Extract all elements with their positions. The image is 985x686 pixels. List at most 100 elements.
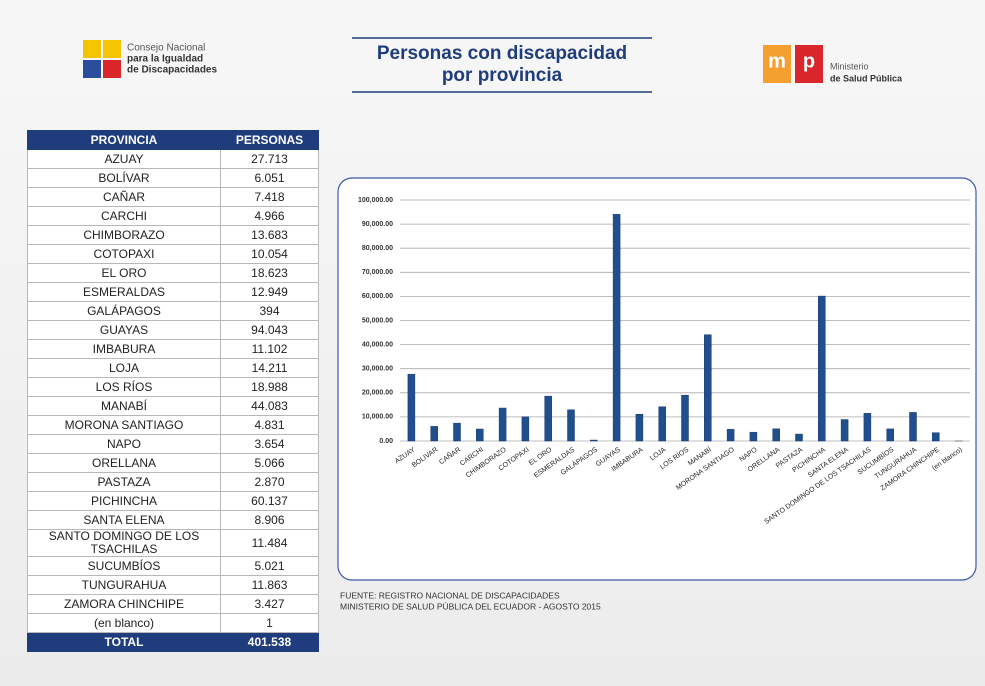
table-cell: 18.623 [220,263,319,283]
bar [567,409,575,442]
source: MINISTERIO DE SALUD PÚBLICA DEL ECUADOR … [340,601,601,611]
table-cell: BOLÍVAR [27,168,221,188]
table-cell: 3.654 [220,434,319,454]
table-cell: 5.066 [220,453,319,473]
table-row: EL ORO 18.623 [27,263,319,283]
y-tick-label: 60,000.00 [362,293,393,300]
table-cell: 11.102 [220,339,319,359]
table-cell: LOS RÍOS [27,377,221,397]
bar [772,428,780,442]
table-cell: 10.054 [220,244,319,264]
table-cell: SUCUMBÍOS [27,556,221,576]
table-row: CHIMBORAZO 13.683 [27,225,319,245]
bar [749,431,758,442]
logo-text: de Discapacidades [127,65,217,76]
table-cell: 13.683 [220,225,319,245]
table-cell: SANTA ELENA [27,510,221,530]
bar [818,295,826,442]
bar [407,373,416,442]
table-row: CARCHI 4.966 [27,206,319,226]
table-cell: GUAYAS [27,320,221,340]
logo-letter: m [768,50,786,72]
table-cell: 7.418 [220,187,319,207]
bar [863,413,872,442]
table-cell: NAPO [27,434,221,454]
table-cell: IMBABURA [27,339,221,359]
table-cell: ESMERALDAS [27,282,221,302]
table-cell: COTOPAXI [27,244,221,264]
table-cell: 18.988 [220,377,319,397]
bar [658,406,666,442]
table-row: (en blanco) 1 [27,613,319,633]
bar [612,214,621,442]
y-tick-label: 40,000.00 [362,341,393,348]
table-cell: CHIMBORAZO [27,225,221,245]
logo-text: Consejo Nacional [127,43,205,54]
bar [590,439,598,442]
table-cell: 11.863 [220,575,319,595]
table-cell: ZAMORA CHINCHIPE [27,594,221,614]
bar [886,428,894,442]
table-cell: PASTAZA [27,472,221,492]
chart-frame [337,177,977,581]
table-row: NAPO 3.654 [27,434,319,454]
table-row: COTOPAXI 10.054 [27,244,319,264]
y-tick-label: 10,000.00 [362,414,393,421]
table-cell: 4.831 [220,415,319,435]
table-cell: 94.043 [220,320,319,340]
table-row: PROVINCIA PERSONAS [27,130,319,150]
logo-letter: p [803,50,815,72]
right-logo: m p Ministerio de Salud Pública [763,45,903,83]
table-cell: CAÑAR [27,187,221,207]
table-row: ESMERALDAS 12.949 [27,282,319,302]
table-cell: 8.906 [220,510,319,530]
bar [544,395,552,442]
table-cell: MORONA SANTIAGO [27,415,221,435]
table-row: TUNGURAHUA 11.863 [27,575,319,595]
table-row: IMBABURA 11.102 [27,339,319,359]
table: PROVINCIA PERSONAS AZUAY 27.713 BOLÍVAR 6.051… [27,130,319,652]
table-cell: 11.484 [220,529,319,557]
logo-text: Ministerio [830,61,869,71]
table-row: PASTAZA 2.870 [27,472,319,492]
table-cell: MANABÍ [27,396,221,416]
bar [635,413,644,442]
y-tick-label: 100,000.00 [358,197,393,204]
table-cell: LOJA [27,358,221,378]
table-cell: 60.137 [220,491,319,511]
table-row: LOS RÍOS 18.988 [27,377,319,397]
y-tick-label: 80,000.00 [362,245,393,252]
table-cell: 2.870 [220,472,319,492]
logo-text: para la Igualdad [127,54,203,65]
table-cell: TOTAL [27,632,221,652]
bar [476,428,484,442]
table-cell: 3.427 [220,594,319,614]
table-cell: 1 [220,613,319,633]
table-row: MANABÍ 44.083 [27,396,319,416]
table-row: PICHINCHA 60.137 [27,491,319,511]
logo-text: de Salud Pública [830,73,903,83]
table-row: ORELLANA 5.066 [27,453,319,473]
table-cell: SANTO DOMINGO DE LOS TSACHILAS [27,529,221,557]
table-cell: 27.713 [220,149,319,169]
y-tick-label: 70,000.00 [362,269,393,276]
y-tick-label: 90,000.00 [362,221,393,228]
bar [704,334,712,442]
table-cell: 14.211 [220,358,319,378]
table-cell: (en blanco) [27,613,221,633]
table-cell: PROVINCIA [27,130,221,150]
source: FUENTE: REGISTRO NACIONAL DE DISCAPACIDA… [340,590,560,600]
bar [681,394,689,442]
bar [840,419,849,442]
table-cell: PERSONAS [220,130,319,150]
logo-box [795,45,823,83]
table-cell: 12.949 [220,282,319,302]
table-row: BOLÍVAR 6.051 [27,168,319,188]
bar [498,407,507,442]
table-cell: 5.021 [220,556,319,576]
y-tick-label: 20,000.00 [362,390,393,397]
table-cell: 394 [220,301,319,321]
table-cell: 44.083 [220,396,319,416]
